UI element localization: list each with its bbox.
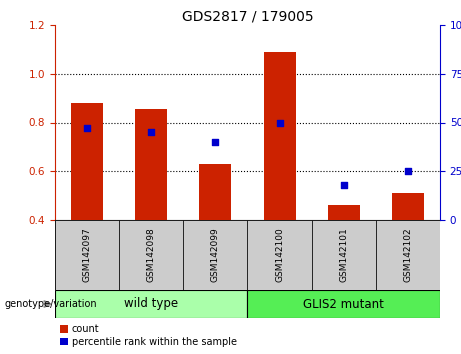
Point [404,169,412,174]
Bar [183,220,248,290]
Bar [376,220,440,290]
Point [83,126,91,131]
Point [340,182,348,188]
Bar [392,193,424,220]
Bar [135,109,167,220]
Text: GSM142102: GSM142102 [403,228,413,282]
Bar [248,290,440,318]
Text: genotype/variation: genotype/variation [5,299,97,309]
Bar [199,164,231,220]
Bar [55,290,248,318]
Text: GSM142098: GSM142098 [147,228,156,282]
Title: GDS2817 / 179005: GDS2817 / 179005 [182,10,313,24]
Point [148,130,155,135]
Bar [312,220,376,290]
Text: GSM142097: GSM142097 [83,228,92,282]
Point [212,139,219,145]
Text: GSM142101: GSM142101 [339,228,348,282]
Bar [55,220,119,290]
Legend: count, percentile rank within the sample: count, percentile rank within the sample [60,324,236,347]
Text: wild type: wild type [124,297,178,310]
Bar [328,205,360,220]
Bar [71,103,103,220]
Point [276,120,283,125]
Text: GLIS2 mutant: GLIS2 mutant [303,297,384,310]
Bar [248,220,312,290]
Text: GSM142100: GSM142100 [275,228,284,282]
Bar [264,52,296,220]
Bar [119,220,183,290]
Text: GSM142099: GSM142099 [211,228,220,282]
